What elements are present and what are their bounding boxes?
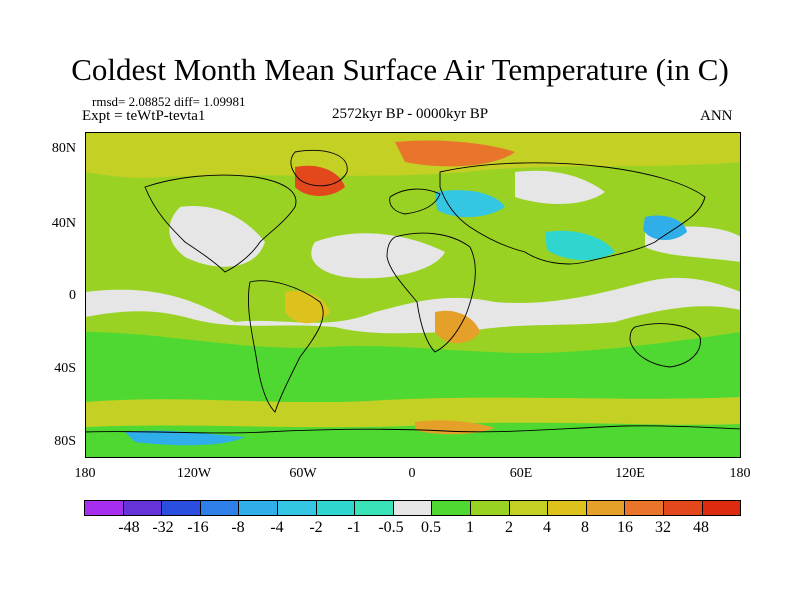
field-nh-white <box>169 206 265 267</box>
colorbar-swatch <box>276 500 317 516</box>
lon-label-60e: 60E <box>509 466 533 481</box>
colorbar-swatch <box>547 500 587 516</box>
colorbar-swatch <box>238 500 278 516</box>
colorbar-swatch <box>84 500 124 516</box>
coast-antarctica <box>85 425 741 434</box>
colorbar-label: 32 <box>655 519 671 536</box>
colorbar-swatch <box>161 500 201 516</box>
field-asia-white <box>515 170 605 204</box>
lat-label-0: 0 <box>69 288 76 303</box>
field-tropical-white-band <box>85 277 741 334</box>
colorbar-label: 0.5 <box>421 519 441 536</box>
colorbar-swatch <box>392 500 433 516</box>
coast-north-america <box>144 174 297 273</box>
lat-label-80s: 80S <box>54 434 76 449</box>
temperature-fields <box>85 132 741 458</box>
colorbar-swatch <box>585 500 626 516</box>
colorbar-label: -2 <box>309 519 323 536</box>
colorbar-label: 4 <box>543 519 551 536</box>
field-greenland-orange <box>295 165 345 197</box>
experiment-label: Expt = teWtP-tevta1 <box>82 108 206 124</box>
colorbar-label: 48 <box>693 519 709 536</box>
colorbar-label: -1 <box>347 519 361 536</box>
colorbar-label: -4 <box>270 519 284 536</box>
colorbar-swatch <box>701 500 742 516</box>
colorbar-swatch <box>315 500 356 516</box>
coast-greenland <box>290 149 348 187</box>
colorbar-swatch <box>469 500 510 516</box>
season-label: ANN <box>700 108 733 124</box>
lon-label-120w: 120W <box>176 466 212 481</box>
colorbar-label: -16 <box>187 519 209 536</box>
colorbar-swatch <box>199 500 240 516</box>
field-samerica-yellow <box>285 290 330 324</box>
field-africa-orange <box>435 310 480 344</box>
colorbar-swatch <box>508 500 549 516</box>
colorbar-label: -8 <box>231 519 245 536</box>
lat-label-40s: 40S <box>54 361 76 376</box>
temperature-map <box>85 132 741 458</box>
field-south-green <box>85 332 741 402</box>
lat-label-40n: 40N <box>51 216 76 231</box>
field-antarctic-blue <box>125 430 245 446</box>
colorbar-swatch <box>431 500 471 516</box>
coast-europe <box>389 188 441 215</box>
field-antarctic <box>85 422 741 458</box>
colorbar-label: 2 <box>505 519 513 536</box>
coast-asia <box>439 162 706 265</box>
field-japan-cyan <box>643 215 687 241</box>
colorbar-swatch <box>662 500 703 516</box>
lat-label-80n: 80N <box>51 141 76 156</box>
coast-south-america <box>247 280 324 413</box>
coast-australia <box>629 323 701 368</box>
coastlines <box>85 149 741 434</box>
lon-label-0: 0 <box>408 466 416 481</box>
coast-africa <box>386 232 476 353</box>
colorbar-label: 8 <box>581 519 589 536</box>
colorbar-label: -32 <box>152 519 174 536</box>
colorbar-swatch <box>354 500 394 516</box>
colorbar-label: -0.5 <box>378 519 404 536</box>
lon-label-120e: 120E <box>615 466 645 481</box>
period-label: 2572kyr BP - 0000kyr BP <box>331 106 489 122</box>
colorbar <box>84 500 742 516</box>
colorbar-label: -48 <box>118 519 140 536</box>
colorbar-swatch <box>122 500 163 516</box>
lon-label-180e: 180 <box>729 466 751 481</box>
colorbar-label: 16 <box>617 519 633 536</box>
colorbar-swatch <box>624 500 664 516</box>
lon-label-60w: 60W <box>289 466 317 481</box>
stats-text: rmsd= 2.08852 diff= 1.09981 <box>92 94 246 109</box>
field-asia-cyan <box>545 230 615 261</box>
lon-label-180w: 180 <box>74 466 96 481</box>
field-atlantic-white <box>311 233 445 279</box>
field-south-yellow <box>85 397 741 427</box>
field-arctic-orange <box>395 140 515 167</box>
map-frame <box>85 132 741 458</box>
colorbar-label: 1 <box>466 519 474 536</box>
chart-title: Coldest Month Mean Surface Air Temperatu… <box>71 52 729 87</box>
